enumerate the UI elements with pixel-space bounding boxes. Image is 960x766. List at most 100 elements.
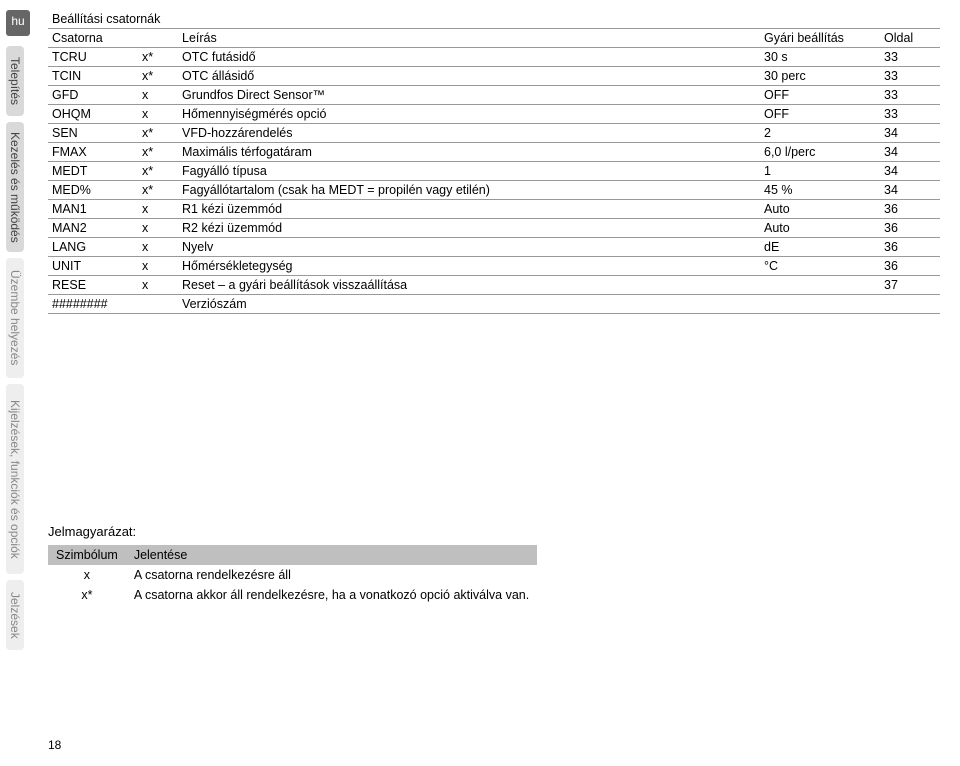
- table-row: MAN1xR1 kézi üzemmódAuto36: [48, 200, 940, 219]
- table-cell: Grundfos Direct Sensor™: [178, 86, 760, 105]
- sidebar-tab-commission[interactable]: Üzembe helyezés: [6, 258, 24, 378]
- table-cell: MAN2: [48, 219, 138, 238]
- sidebar-tab-displays[interactable]: Kijelzések, funkciók és opciók: [6, 384, 24, 574]
- table-cell: Nyelv: [178, 238, 760, 257]
- table-cell: Fagyállótartalom (csak ha MEDT = propilé…: [178, 181, 760, 200]
- table-cell: OFF: [760, 86, 880, 105]
- sidebar-tab-operation[interactable]: Kezelés és működés: [6, 122, 24, 252]
- table-cell: [760, 276, 880, 295]
- table-cell: MEDT: [48, 162, 138, 181]
- table-row: ######## Verziószám: [48, 295, 940, 314]
- table-cell: SEN: [48, 124, 138, 143]
- table-cell: x*: [138, 67, 178, 86]
- table-cell: 34: [880, 124, 940, 143]
- col-header-desc: Leírás: [178, 29, 760, 48]
- table-cell: x: [138, 257, 178, 276]
- legend-section: Jelmagyarázat: Szimbólum Jelentése xA cs…: [48, 524, 940, 605]
- table-cell: OTC állásidő: [178, 67, 760, 86]
- table-cell: 33: [880, 105, 940, 124]
- legend-row: x*A csatorna akkor áll rendelkezésre, ha…: [48, 585, 537, 605]
- table-row: FMAXx*Maximális térfogatáram6,0 l/perc34: [48, 143, 940, 162]
- table-cell: Reset – a gyári beállítások visszaállítá…: [178, 276, 760, 295]
- legend-title: Jelmagyarázat:: [48, 524, 940, 539]
- table-row: SENx*VFD-hozzárendelés234: [48, 124, 940, 143]
- table-row: MEDTx*Fagyálló típusa134: [48, 162, 940, 181]
- table-cell: R2 kézi üzemmód: [178, 219, 760, 238]
- table-cell: 45 %: [760, 181, 880, 200]
- table-cell: 2: [760, 124, 880, 143]
- table-cell: Hőmennyiségmérés opció: [178, 105, 760, 124]
- table-cell: [138, 295, 178, 314]
- table-cell: 37: [880, 276, 940, 295]
- table-cell: OHQM: [48, 105, 138, 124]
- legend-symbol: x: [48, 565, 126, 585]
- table-cell: 33: [880, 86, 940, 105]
- table-title: Beállítási csatornák: [48, 8, 940, 29]
- table-row: MED%x*Fagyállótartalom (csak ha MEDT = p…: [48, 181, 940, 200]
- table-cell: Verziószám: [178, 295, 760, 314]
- table-row: RESExReset – a gyári beállítások visszaá…: [48, 276, 940, 295]
- legend-table: Szimbólum Jelentése xA csatorna rendelke…: [48, 545, 537, 605]
- table-row: LANGxNyelvdE36: [48, 238, 940, 257]
- page-number: 18: [48, 738, 61, 752]
- table-cell: x*: [138, 181, 178, 200]
- table-row: GFDxGrundfos Direct Sensor™OFF33: [48, 86, 940, 105]
- table-cell: x*: [138, 143, 178, 162]
- table-cell: 36: [880, 257, 940, 276]
- table-cell: x: [138, 219, 178, 238]
- col-header-flag: [138, 29, 178, 48]
- table-cell: °C: [760, 257, 880, 276]
- table-cell: OFF: [760, 105, 880, 124]
- table-cell: x: [138, 276, 178, 295]
- table-row: TCINx*OTC állásidő30 perc33: [48, 67, 940, 86]
- table-cell: x*: [138, 162, 178, 181]
- col-header-channel: Csatorna: [48, 29, 138, 48]
- table-cell: Auto: [760, 200, 880, 219]
- table-cell: x: [138, 86, 178, 105]
- table-cell: 30 s: [760, 48, 880, 67]
- table-cell: Auto: [760, 219, 880, 238]
- legend-header-symbol: Szimbólum: [48, 545, 126, 565]
- table-cell: [880, 295, 940, 314]
- table-cell: R1 kézi üzemmód: [178, 200, 760, 219]
- table-cell: 34: [880, 181, 940, 200]
- table-row: OHQMxHőmennyiségmérés opcióOFF33: [48, 105, 940, 124]
- table-cell: VFD-hozzárendelés: [178, 124, 760, 143]
- table-cell: ########: [48, 295, 138, 314]
- table-cell: FMAX: [48, 143, 138, 162]
- sidebar-tab-install[interactable]: Telepítés: [6, 46, 24, 116]
- table-cell: x: [138, 238, 178, 257]
- table-cell: x: [138, 105, 178, 124]
- tab-language: hu: [6, 10, 30, 36]
- table-row: UNITxHőmérsékletegység°C36: [48, 257, 940, 276]
- table-cell: 34: [880, 143, 940, 162]
- legend-header-meaning: Jelentése: [126, 545, 537, 565]
- table-cell: Maximális térfogatáram: [178, 143, 760, 162]
- table-cell: UNIT: [48, 257, 138, 276]
- table-cell: 30 perc: [760, 67, 880, 86]
- table-cell: 33: [880, 67, 940, 86]
- legend-meaning: A csatorna akkor áll rendelkezésre, ha a…: [126, 585, 537, 605]
- table-cell: OTC futásidő: [178, 48, 760, 67]
- legend-row: xA csatorna rendelkezésre áll: [48, 565, 537, 585]
- settings-table: Beállítási csatornák Csatorna Leírás Gyá…: [48, 8, 940, 314]
- table-cell: x*: [138, 124, 178, 143]
- table-cell: MED%: [48, 181, 138, 200]
- table-cell: dE: [760, 238, 880, 257]
- table-cell: TCIN: [48, 67, 138, 86]
- table-cell: TCRU: [48, 48, 138, 67]
- table-cell: Hőmérsékletegység: [178, 257, 760, 276]
- col-header-default: Gyári beállítás: [760, 29, 880, 48]
- table-cell: 33: [880, 48, 940, 67]
- table-cell: RESE: [48, 276, 138, 295]
- sidebar: hu Telepítés Kezelés és működés Üzembe h…: [0, 0, 40, 766]
- table-cell: x*: [138, 48, 178, 67]
- table-cell: 36: [880, 200, 940, 219]
- legend-meaning: A csatorna rendelkezésre áll: [126, 565, 537, 585]
- table-cell: 34: [880, 162, 940, 181]
- table-cell: x: [138, 200, 178, 219]
- content-area: Beállítási csatornák Csatorna Leírás Gyá…: [48, 8, 940, 605]
- col-header-page: Oldal: [880, 29, 940, 48]
- table-cell: MAN1: [48, 200, 138, 219]
- sidebar-tab-signals[interactable]: Jelzések: [6, 580, 24, 650]
